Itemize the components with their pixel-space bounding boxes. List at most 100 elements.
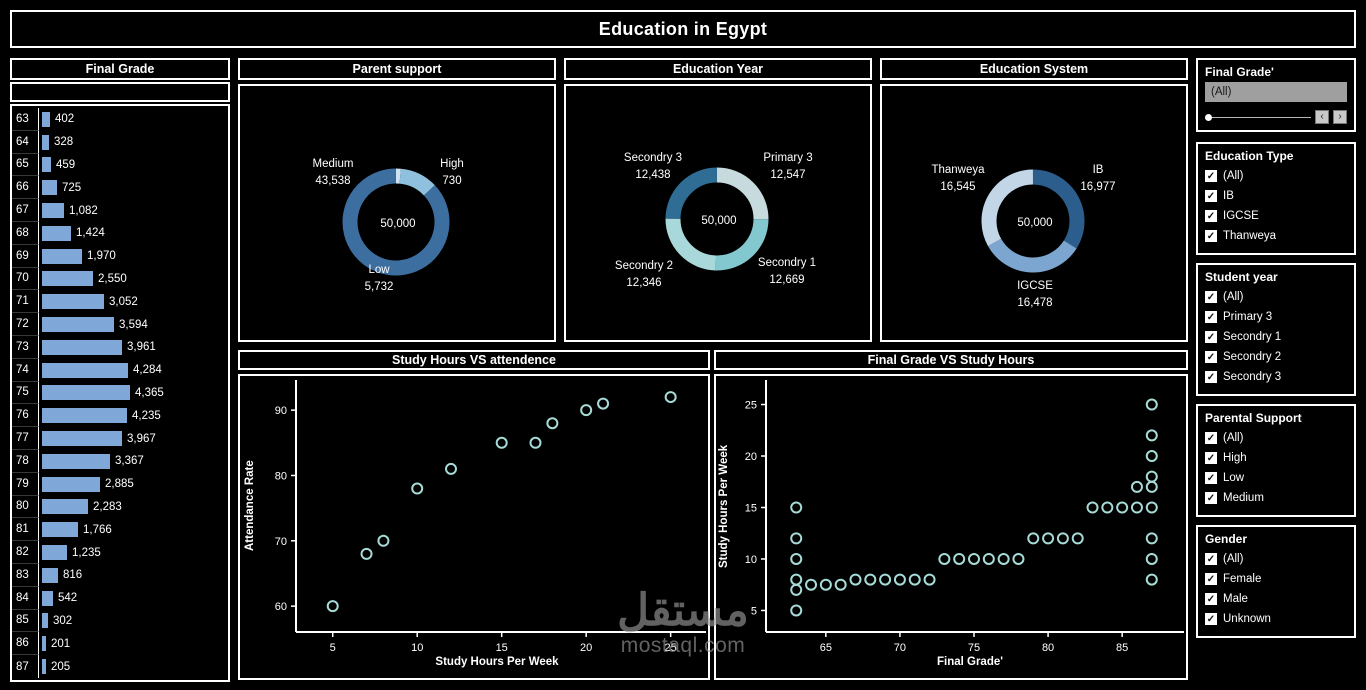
donut-slice-primary-3[interactable] <box>716 167 769 220</box>
donut-slice-low[interactable] <box>399 168 435 196</box>
donut-slice-secondry-2[interactable] <box>665 218 717 271</box>
grade-bar[interactable] <box>42 408 127 424</box>
grade-bar[interactable] <box>42 659 46 675</box>
scatter-point[interactable] <box>982 552 995 565</box>
scatter-point[interactable] <box>1145 429 1158 442</box>
filter-option-ib[interactable]: ✓ IB <box>1205 186 1347 206</box>
scatter-point[interactable] <box>664 391 677 404</box>
grade-bar[interactable] <box>42 453 110 469</box>
scatter-point[interactable] <box>377 534 390 547</box>
grade-bar[interactable] <box>42 385 130 401</box>
scatter-point[interactable] <box>1056 532 1069 545</box>
scatter-point[interactable] <box>1145 532 1158 545</box>
grade-bar[interactable] <box>42 180 57 196</box>
checkbox-checked[interactable]: ✓ <box>1205 553 1217 565</box>
grade-bar[interactable] <box>42 636 46 652</box>
slider-step-left-button[interactable]: ‹ <box>1315 110 1329 124</box>
checkbox-checked[interactable]: ✓ <box>1205 472 1217 484</box>
donut-slice-secondry-1[interactable] <box>715 218 769 271</box>
grade-bar[interactable] <box>42 111 50 127</box>
scatter-point[interactable] <box>1116 501 1129 514</box>
scatter-point[interactable] <box>1027 532 1040 545</box>
scatter-point[interactable] <box>790 501 803 514</box>
scatter-point[interactable] <box>1086 501 1099 514</box>
scatter-point[interactable] <box>1145 573 1158 586</box>
grade-bar[interactable] <box>42 499 88 515</box>
checkbox-checked[interactable]: ✓ <box>1205 351 1217 363</box>
filter-option-all[interactable]: ✓ (All) <box>1205 287 1347 307</box>
checkbox-checked[interactable]: ✓ <box>1205 170 1217 182</box>
scatter-point[interactable] <box>923 573 936 586</box>
scatter-point[interactable] <box>790 552 803 565</box>
grade-bar[interactable] <box>42 522 78 538</box>
grade-bar[interactable] <box>42 248 82 264</box>
scatter-point[interactable] <box>326 600 339 613</box>
filter-option-all[interactable]: ✓ (All) <box>1205 549 1347 569</box>
donut-slice-ib[interactable] <box>1032 169 1085 249</box>
scatter-point[interactable] <box>580 404 593 417</box>
grade-bar[interactable] <box>42 134 49 150</box>
scatter-point[interactable] <box>360 547 373 560</box>
filter-option-male[interactable]: ✓ Male <box>1205 589 1347 609</box>
scatter-point[interactable] <box>834 578 847 591</box>
scatter-point[interactable] <box>997 552 1010 565</box>
grade-bar[interactable] <box>42 431 122 447</box>
scatter-point[interactable] <box>1012 552 1025 565</box>
donut-slice-igcse[interactable] <box>988 238 1077 273</box>
filter-option-secondry-1[interactable]: ✓ Secondry 1 <box>1205 327 1347 347</box>
scatter-point[interactable] <box>1145 552 1158 565</box>
scatter-point[interactable] <box>1145 470 1158 483</box>
scatter-point[interactable] <box>529 436 542 449</box>
checkbox-checked[interactable]: ✓ <box>1205 593 1217 605</box>
slider-step-right-button[interactable]: › <box>1333 110 1347 124</box>
filter-option-igcse[interactable]: ✓ IGCSE <box>1205 206 1347 226</box>
grade-bar[interactable] <box>42 567 58 583</box>
scatter-point[interactable] <box>938 552 951 565</box>
checkbox-checked[interactable]: ✓ <box>1205 432 1217 444</box>
scatter-point[interactable] <box>908 573 921 586</box>
grade-bar[interactable] <box>42 476 100 492</box>
scatter-point[interactable] <box>893 573 906 586</box>
checkbox-checked[interactable]: ✓ <box>1205 190 1217 202</box>
checkbox-checked[interactable]: ✓ <box>1205 371 1217 383</box>
scatter-point[interactable] <box>1145 501 1158 514</box>
scatter-point[interactable] <box>597 397 610 410</box>
filter-option-medium[interactable]: ✓ Medium <box>1205 488 1347 508</box>
checkbox-checked[interactable]: ✓ <box>1205 210 1217 222</box>
scatter-point[interactable] <box>1071 532 1084 545</box>
scatter-point[interactable] <box>790 604 803 617</box>
grade-bar[interactable] <box>42 294 104 310</box>
grade-bar[interactable] <box>42 362 128 378</box>
slider-handle[interactable] <box>1205 113 1212 121</box>
final-grade-dropdown[interactable]: (All) <box>1205 82 1347 102</box>
donut-slice-medium[interactable] <box>342 168 450 276</box>
scatter-point[interactable] <box>790 573 803 586</box>
checkbox-checked[interactable]: ✓ <box>1205 492 1217 504</box>
grade-bar[interactable] <box>42 271 93 287</box>
grade-bar[interactable] <box>42 203 64 219</box>
scatter-point[interactable] <box>790 583 803 596</box>
donut-slice-thanweya[interactable] <box>981 169 1034 247</box>
checkbox-checked[interactable]: ✓ <box>1205 452 1217 464</box>
filter-option-secondry-3[interactable]: ✓ Secondry 3 <box>1205 367 1347 387</box>
scatter-point[interactable] <box>546 417 559 430</box>
checkbox-checked[interactable]: ✓ <box>1205 573 1217 585</box>
filter-option-low[interactable]: ✓ Low <box>1205 468 1347 488</box>
checkbox-checked[interactable]: ✓ <box>1205 230 1217 242</box>
grade-bar[interactable] <box>42 225 71 241</box>
scatter-point[interactable] <box>1145 450 1158 463</box>
grade-bar[interactable] <box>42 157 51 173</box>
scatter-point[interactable] <box>819 578 832 591</box>
scatter-point[interactable] <box>849 573 862 586</box>
scatter-point[interactable] <box>1145 480 1158 493</box>
filter-option-female[interactable]: ✓ Female <box>1205 569 1347 589</box>
slider-track[interactable] <box>1205 113 1311 121</box>
scatter-point[interactable] <box>879 573 892 586</box>
scatter-point[interactable] <box>1130 501 1143 514</box>
scatter-point[interactable] <box>1042 532 1055 545</box>
filter-option-high[interactable]: ✓ High <box>1205 448 1347 468</box>
grade-bar[interactable] <box>42 339 122 355</box>
checkbox-checked[interactable]: ✓ <box>1205 613 1217 625</box>
checkbox-checked[interactable]: ✓ <box>1205 311 1217 323</box>
filter-option-thanweya[interactable]: ✓ Thanweya <box>1205 226 1347 246</box>
